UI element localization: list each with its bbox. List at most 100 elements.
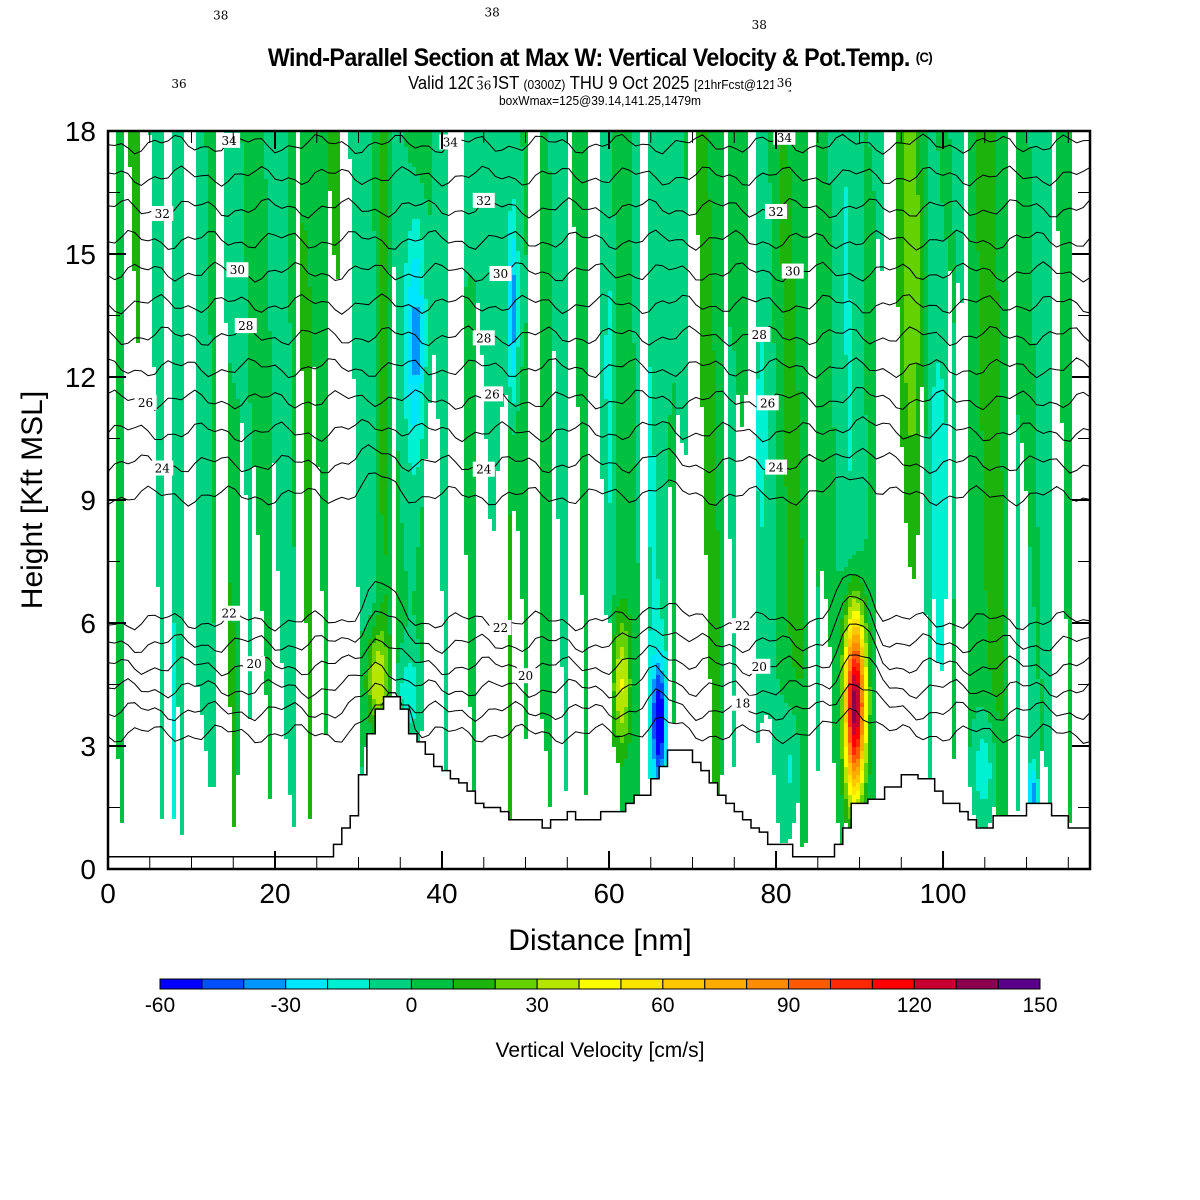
contour-label-bg (134, 394, 157, 410)
w-cell (372, 663, 376, 699)
w-cell (496, 131, 500, 471)
contour-label: 26 (134, 394, 157, 410)
w-cell (436, 131, 440, 419)
contour-label: 28 (748, 326, 771, 342)
w-cell (944, 239, 948, 423)
w-cell (708, 199, 712, 679)
w-cell (464, 131, 468, 287)
w-cell (624, 759, 628, 815)
w-cell (408, 231, 412, 287)
w-cell (852, 555, 856, 575)
w-cell (412, 475, 416, 591)
w-cell (852, 627, 856, 635)
y-axis-label: Height [Kft MSL] (16, 391, 49, 609)
w-cell (372, 643, 376, 663)
w-cell (616, 711, 620, 735)
w-cell (616, 659, 620, 711)
w-cell (372, 603, 376, 627)
w-cell (700, 131, 704, 407)
w-cell (280, 131, 284, 663)
w-cell (912, 435, 916, 579)
y-tick-label: 6 (80, 608, 96, 639)
w-cell (212, 623, 216, 787)
contour-label-text: 18 (735, 697, 750, 711)
w-cell (668, 415, 672, 487)
w-cell (856, 611, 860, 619)
w-cell (796, 735, 800, 803)
w-cell (620, 679, 624, 691)
theta-contour-line (108, 682, 1090, 723)
theta-contour-line (108, 387, 1090, 411)
w-cell (784, 131, 788, 487)
contour-label-bg (472, 77, 495, 93)
contour-label-text: 36 (777, 76, 792, 90)
w-cell (848, 299, 852, 471)
w-cell (284, 131, 288, 739)
w-cell (844, 595, 848, 615)
w-cell (520, 367, 524, 599)
w-cell (1000, 471, 1004, 719)
w-cell (656, 663, 660, 675)
w-cell (784, 487, 788, 703)
w-cell (212, 131, 216, 623)
w-cell (412, 667, 416, 719)
w-cell (848, 559, 852, 583)
x-tick-labels: 0 20 40 60 80 100 (100, 878, 966, 909)
contour-label: 18 (731, 695, 754, 711)
contour-label-bg (773, 129, 796, 145)
theta-contour-line (108, 229, 1090, 251)
w-cell (780, 267, 784, 695)
w-cell (868, 687, 872, 715)
w-cell (424, 131, 428, 199)
w-cell (712, 351, 716, 783)
contour-label-text: 26 (760, 396, 775, 410)
w-cell (664, 683, 668, 763)
w-cell (132, 131, 136, 271)
w-cell (860, 639, 864, 647)
w-cell (380, 515, 384, 603)
x-tick-label: 20 (259, 878, 290, 909)
w-cell (400, 643, 404, 683)
contour-label-bg (472, 330, 495, 346)
w-cell (408, 287, 412, 399)
w-cell (472, 279, 476, 843)
w-cell (416, 467, 420, 547)
contour-label: 36 (773, 75, 796, 91)
contour-label: 20 (243, 656, 266, 672)
w-cell (648, 131, 652, 367)
colorbar-swatch (829, 978, 873, 990)
w-cell (624, 735, 628, 759)
contour-label-bg (218, 605, 241, 621)
w-cell (848, 583, 852, 595)
w-cell (704, 131, 708, 555)
w-cell (612, 595, 616, 635)
w-cell (228, 583, 232, 707)
w-cell (412, 615, 416, 667)
w-cell (952, 599, 956, 759)
w-cell (940, 203, 944, 379)
w-cell (432, 131, 436, 355)
w-cell (424, 367, 428, 459)
w-cell (856, 767, 860, 775)
theta-contour-line (108, 325, 1090, 347)
w-cell (1028, 763, 1032, 779)
w-cell (1048, 131, 1052, 835)
w-cell (944, 423, 948, 599)
w-cell (760, 131, 764, 327)
w-cell (852, 611, 856, 619)
theta-contours (108, 70, 1090, 745)
w-cell (656, 691, 660, 755)
w-cell (628, 687, 632, 743)
w-cell (420, 439, 424, 507)
w-cell (864, 743, 868, 763)
colorbar-swatch (327, 978, 371, 990)
w-cell (976, 751, 980, 791)
theta-contour-line (108, 70, 1090, 90)
w-cell (864, 667, 868, 743)
w-cell (856, 635, 860, 643)
w-cell (412, 307, 416, 375)
w-cell (864, 415, 868, 539)
w-cell (764, 471, 768, 715)
w-cell (836, 571, 840, 823)
w-cell (848, 727, 852, 743)
